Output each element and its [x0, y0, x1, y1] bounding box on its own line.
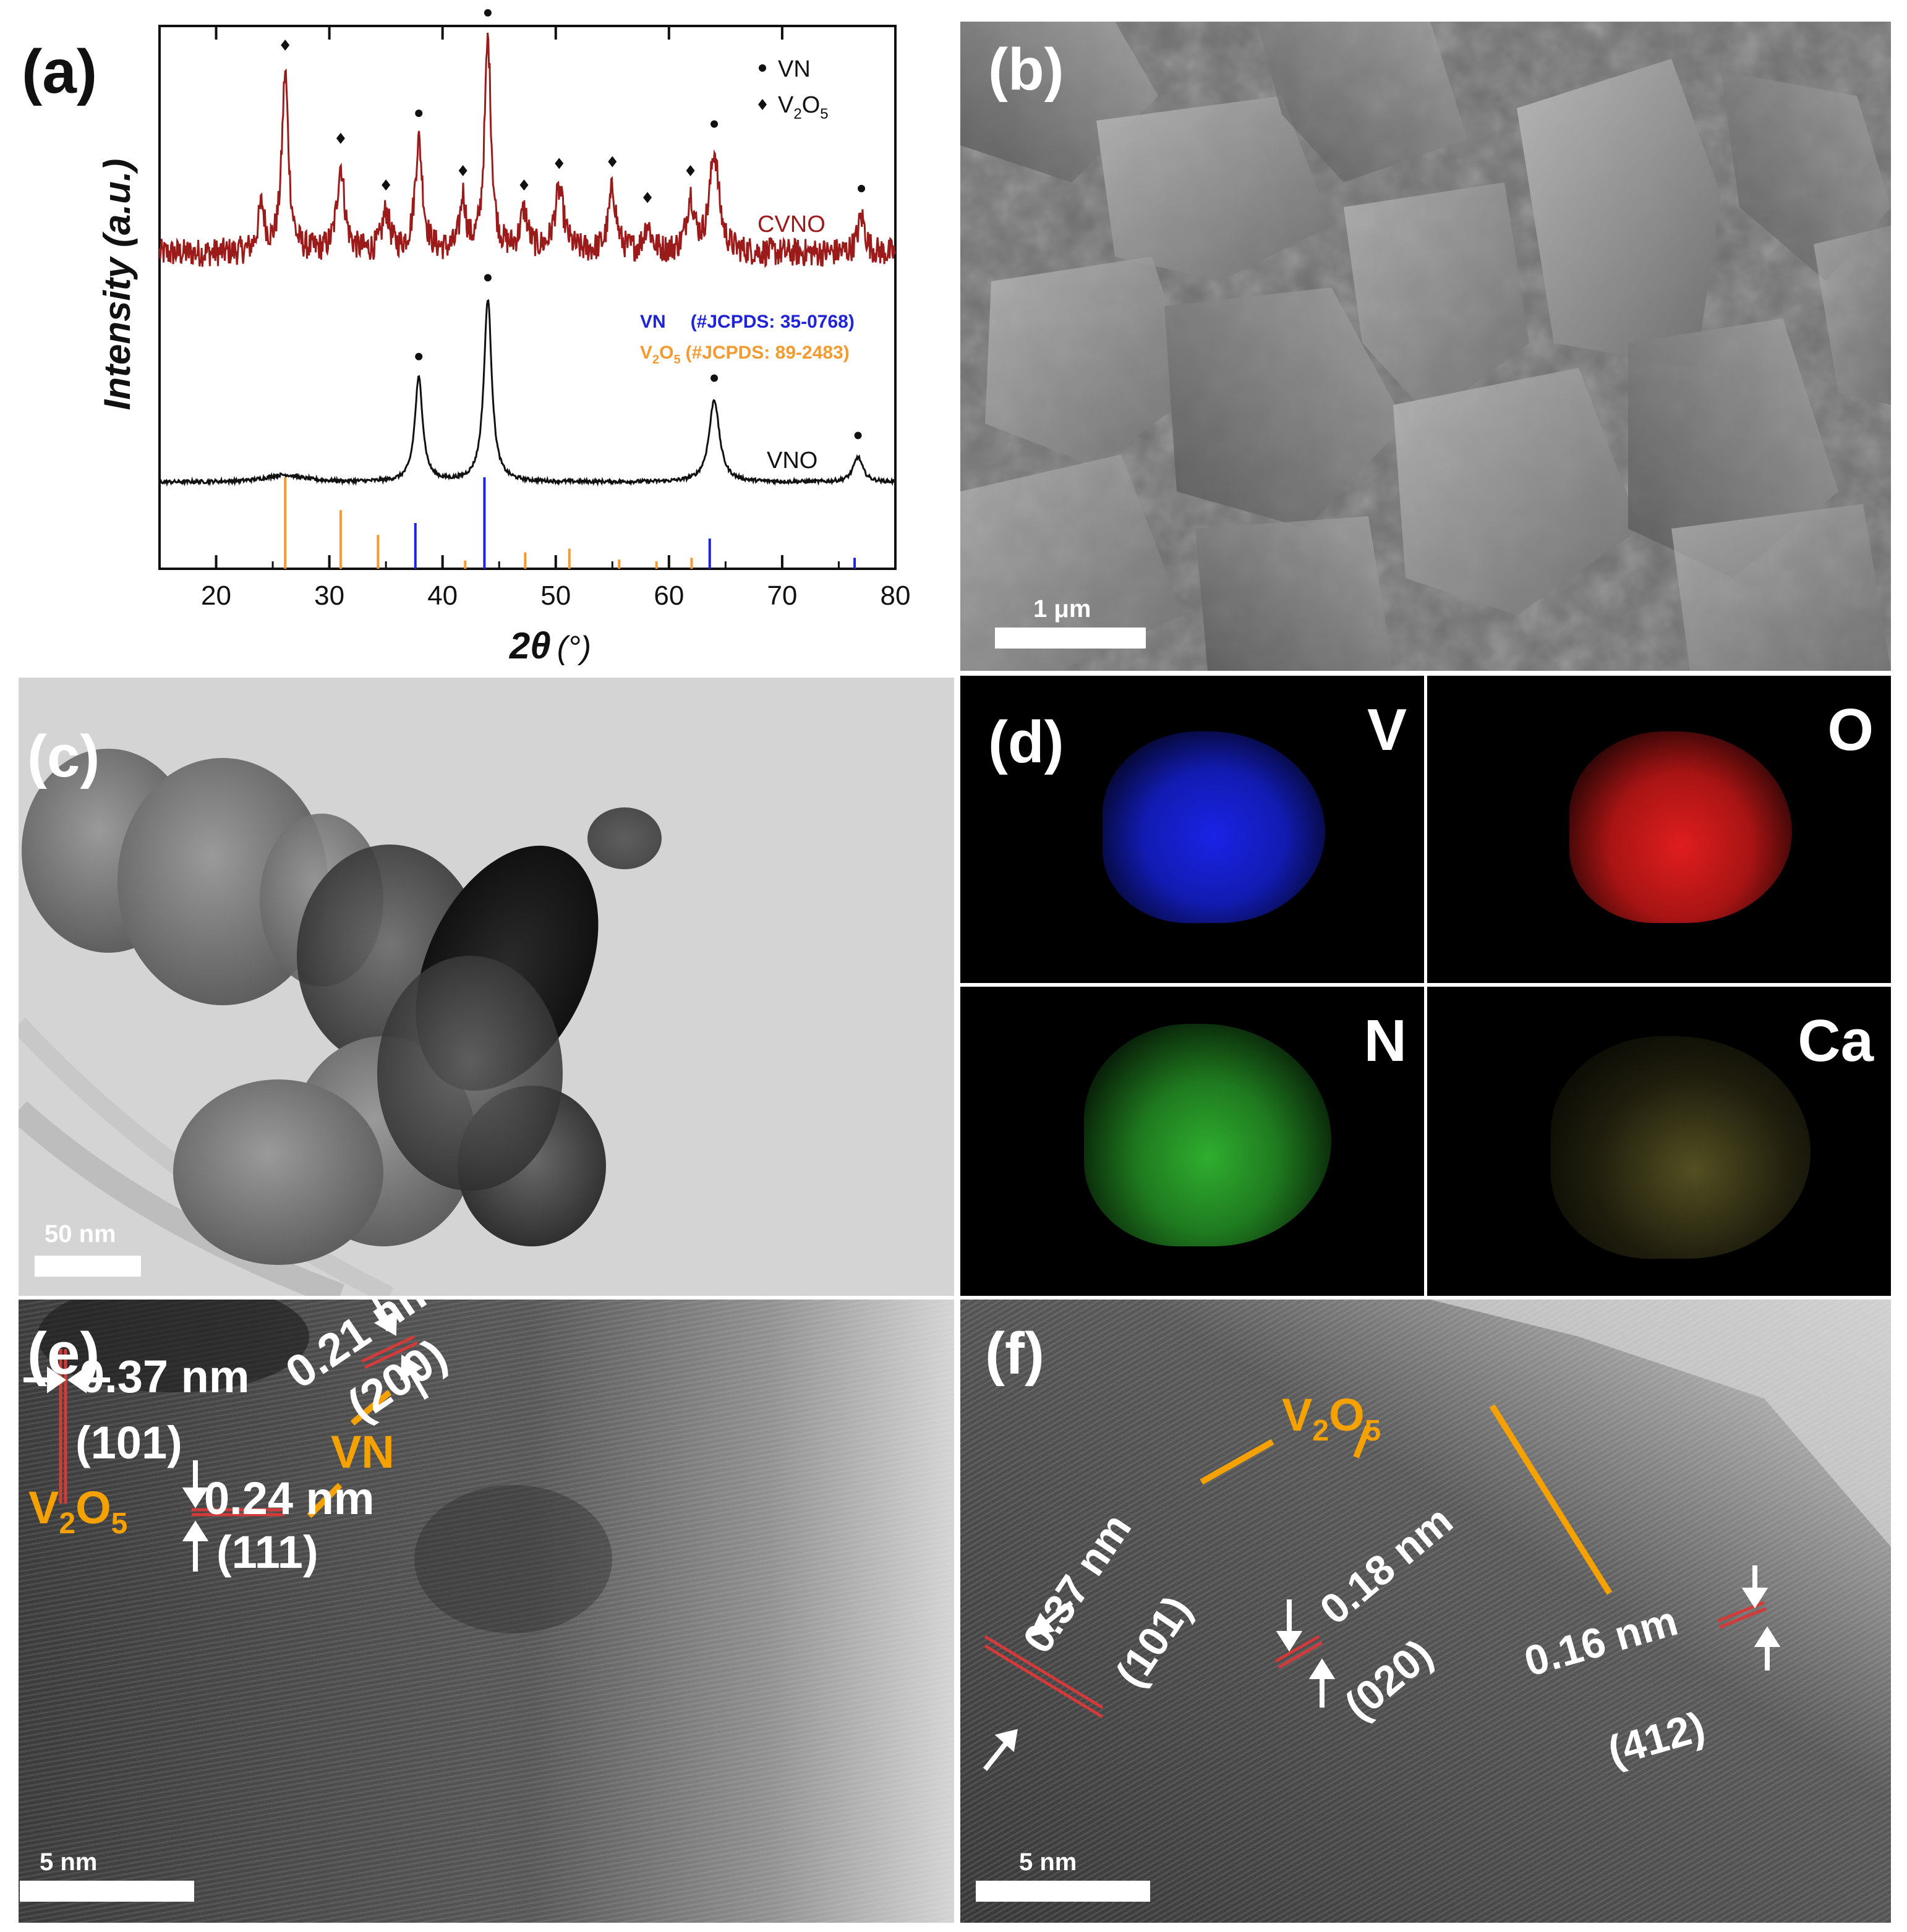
- x-axis-label: 2θ (°): [509, 625, 591, 666]
- panel-a-xrd: (a) 20 30 40 50 60 70 80 Intensity (a.u.) 2θ (°…: [0, 0, 955, 674]
- x-axis-label-main: 2θ: [509, 625, 551, 666]
- panel-c-label: (c): [27, 723, 100, 789]
- e-hkl-1: (101): [75, 1417, 182, 1468]
- panel-c-tem-image: (c) 50 nm: [19, 678, 954, 1296]
- panel-c-scale-bar: [35, 1256, 141, 1277]
- e-hkl-3: (111): [216, 1526, 318, 1578]
- x-tick-label: 30: [314, 581, 344, 611]
- series-label-vno: VNO: [767, 448, 817, 474]
- panel-b-scale-label: 1 μm: [1033, 595, 1091, 623]
- hrtem-e-art: [19, 1300, 954, 1923]
- series-label-cvno: CVNO: [757, 211, 826, 237]
- eds-map-n: N: [960, 987, 1424, 1296]
- e-d-spacing-3: 0.24 nm: [204, 1473, 375, 1524]
- panel-a-label: (a): [22, 37, 97, 106]
- eds-blob-o: [1569, 731, 1792, 923]
- e-phase-vn: VN: [331, 1426, 395, 1478]
- legend-circle-marker: [759, 64, 766, 72]
- x-tick-label: 60: [654, 581, 684, 611]
- eds-label-v: V: [1367, 697, 1407, 763]
- peak-marker-diamond: [281, 40, 290, 51]
- eds-blob-ca: [1551, 1036, 1811, 1259]
- x-tick-label: 50: [540, 581, 571, 611]
- peak-marker-diamond: [643, 192, 652, 203]
- peak-marker-diamond: [382, 179, 391, 191]
- peak-marker-diamond: [519, 179, 529, 191]
- ref-label-vn: VN (#JCPDS: 35-0768): [640, 312, 855, 332]
- peak-marker-circle: [710, 120, 719, 128]
- panel-e-scale-bar: [20, 1881, 194, 1902]
- xrd-chart: (a) 20 30 40 50 60 70 80 Intensity (a.u.) 2θ (°…: [22, 9, 911, 666]
- panel-e-scale-label: 5 nm: [40, 1849, 98, 1876]
- eds-label-n: N: [1363, 1008, 1407, 1074]
- y-axis-label: Intensity (a.u.): [96, 159, 138, 411]
- peak-marker-circle: [858, 185, 866, 192]
- x-tick-label: 40: [427, 581, 458, 611]
- x-tick-label: 80: [881, 581, 911, 611]
- panel-b-sem-image: (b) 1 μm: [960, 22, 1891, 671]
- peak-marker-diamond: [608, 156, 617, 168]
- panel-f-scale-label: 5 nm: [1019, 1849, 1077, 1876]
- panel-e-hrtem-image: (e) 0.37 nm (101) V2O5 0.21 nm (200) VN …: [19, 1300, 954, 1923]
- xrd-legend: VN V2O5: [758, 56, 829, 122]
- panel-f-hrtem-image: (f) V2O5 0.37 nm (101) 0.18 nm (020) 0.1…: [960, 1300, 1891, 1923]
- xrd-series-cvno: [158, 32, 897, 268]
- e-phase-v2o5: V2O5: [28, 1482, 128, 1540]
- legend-v2o5-label: V2O5: [778, 92, 829, 122]
- panel-d-label: (d): [988, 709, 1064, 775]
- panel-d-eds-maps: V O N Ca (d): [960, 676, 1891, 1296]
- x-tick-label: 70: [767, 581, 797, 611]
- legend-vn-label: VN: [778, 56, 811, 82]
- tem-particles: [19, 678, 954, 1296]
- peak-marker-circle: [415, 109, 423, 117]
- panel-f-label: (f): [985, 1321, 1044, 1387]
- sem-texture: [960, 22, 1891, 671]
- eds-blob-v: [1103, 731, 1325, 923]
- eds-label-o: O: [1827, 697, 1874, 763]
- panel-b-label: (b): [988, 36, 1064, 103]
- peak-marker-circle: [484, 274, 492, 282]
- peak-marker-diamond: [686, 165, 695, 176]
- e-d-spacing-1: 0.37 nm: [79, 1351, 250, 1402]
- legend-diamond-marker: [758, 99, 767, 110]
- hrtem-f-art: [960, 1300, 1891, 1923]
- panel-b-scale-bar: [995, 628, 1146, 649]
- peak-marker-circle: [854, 432, 862, 440]
- eds-map-ca: Ca: [1427, 987, 1891, 1296]
- ref-label-v2o5: V2O5 (#JCPDS: 89-2483): [640, 343, 850, 367]
- eds-blob-n: [1084, 1024, 1331, 1246]
- peak-marker-diamond: [458, 165, 467, 176]
- peak-marker-circle: [415, 352, 423, 360]
- f-phase-v2o5: V2O5: [1282, 1389, 1381, 1447]
- panel-e-label: (e): [27, 1321, 100, 1387]
- panel-f-scale-bar: [976, 1881, 1150, 1902]
- eds-label-ca: Ca: [1798, 1008, 1874, 1074]
- peak-marker-circle: [484, 9, 492, 17]
- x-tick-label: 20: [201, 581, 231, 611]
- peak-marker-diamond: [555, 158, 564, 169]
- peak-marker-diamond: [336, 132, 345, 144]
- eds-map-o: O: [1427, 676, 1891, 983]
- panel-c-scale-label: 50 nm: [45, 1220, 116, 1248]
- xrd-series-vno: [158, 299, 896, 487]
- xrd-plot-frame: [158, 25, 897, 570]
- peak-marker-circle: [710, 374, 719, 382]
- eds-map-v: V: [960, 676, 1424, 983]
- x-axis-label-unit: (°): [557, 630, 591, 666]
